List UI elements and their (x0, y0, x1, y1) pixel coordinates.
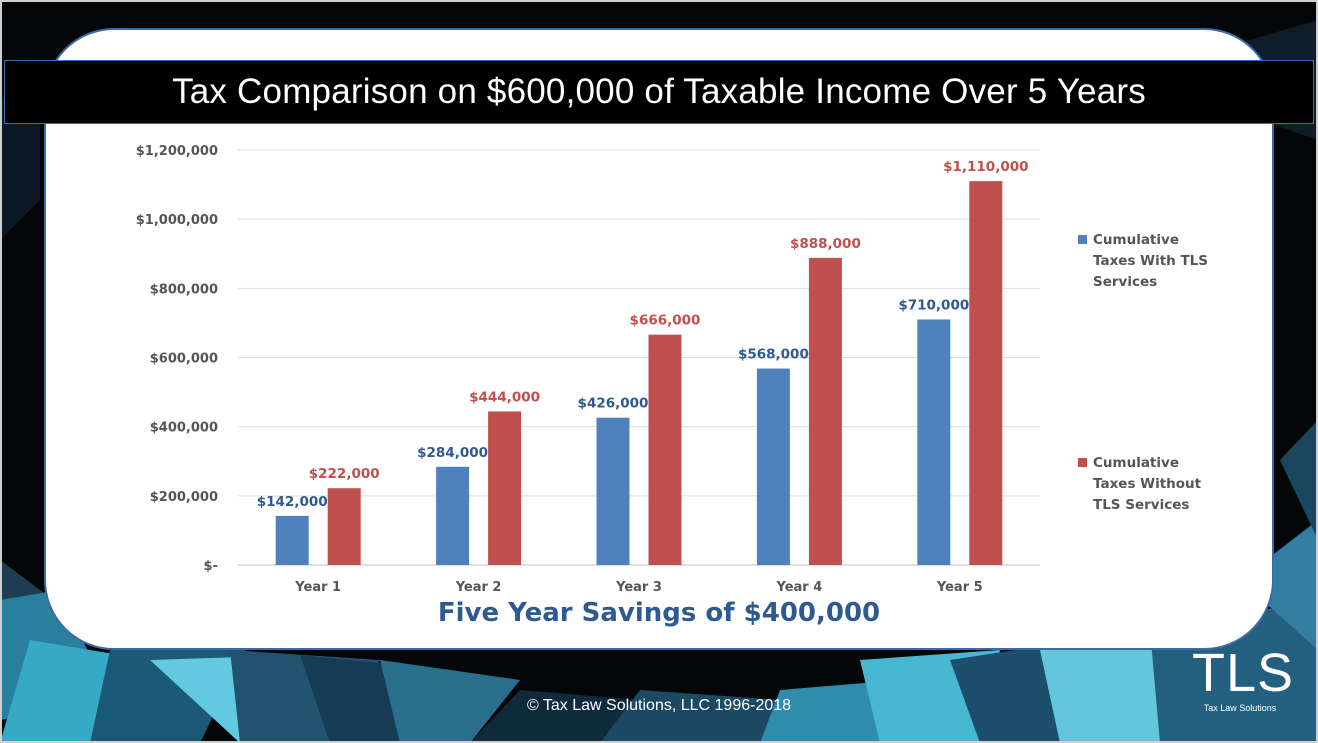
data-label: $568,000 (738, 347, 809, 363)
data-label: $1,110,000 (943, 159, 1028, 175)
x-tick-label: Year 2 (455, 580, 502, 595)
logo-mark: TLS (1192, 643, 1295, 703)
bar-without-tls (327, 488, 361, 565)
bar-without-tls (808, 257, 842, 565)
legend-item-with-tls: Cumulative Taxes With TLS Services (1078, 230, 1228, 293)
y-tick-label: $200,000 (150, 490, 218, 505)
x-tick-label: Year 1 (294, 580, 341, 595)
bar-without-tls (648, 334, 682, 565)
bar-with-tls (917, 319, 951, 565)
bar-with-tls (596, 417, 630, 565)
legend-item-without-tls: Cumulative Taxes Without TLS Services (1078, 453, 1228, 516)
legend-swatch-without-tls (1078, 458, 1087, 467)
legend-swatch-with-tls (1078, 235, 1087, 244)
bar-with-tls (275, 515, 309, 565)
y-tick-label: $1,200,000 (136, 144, 218, 159)
title-bar: Tax Comparison on $600,000 of Taxable In… (4, 60, 1314, 124)
y-tick-label: $1,000,000 (136, 213, 218, 228)
savings-caption: Five Year Savings of $400,000 (437, 598, 881, 628)
y-tick-label: $600,000 (150, 352, 218, 367)
data-label: $222,000 (309, 466, 380, 482)
data-label: $142,000 (257, 494, 328, 510)
bar-without-tls (969, 181, 1003, 565)
y-tick-label: $800,000 (150, 282, 218, 297)
legend-label-with-tls: Cumulative Taxes With TLS Services (1093, 232, 1208, 290)
data-label: $426,000 (578, 396, 649, 412)
data-label: $284,000 (417, 445, 488, 461)
bar-with-tls (756, 368, 790, 565)
chart-title: Tax Comparison on $600,000 of Taxable In… (172, 72, 1146, 111)
y-tick-label: $400,000 (150, 421, 218, 436)
logo-subtitle: Tax Law Solutions (1203, 703, 1277, 713)
data-label: $666,000 (630, 313, 701, 329)
data-label: $444,000 (469, 389, 540, 405)
legend-label-without-tls: Cumulative Taxes Without TLS Services (1093, 455, 1202, 513)
x-tick-label: Year 5 (936, 580, 983, 595)
x-tick-label: Year 4 (776, 580, 823, 595)
bar-without-tls (488, 411, 522, 565)
bar-with-tls (436, 466, 470, 565)
y-tick-label: $- (204, 559, 218, 574)
data-label: $710,000 (898, 297, 969, 313)
copyright-text: © Tax Law Solutions, LLC 1996-2018 (526, 697, 792, 714)
data-label: $888,000 (790, 236, 861, 252)
tls-logo: TLS Tax Law Solutions (1192, 643, 1295, 714)
x-tick-label: Year 3 (615, 580, 662, 595)
